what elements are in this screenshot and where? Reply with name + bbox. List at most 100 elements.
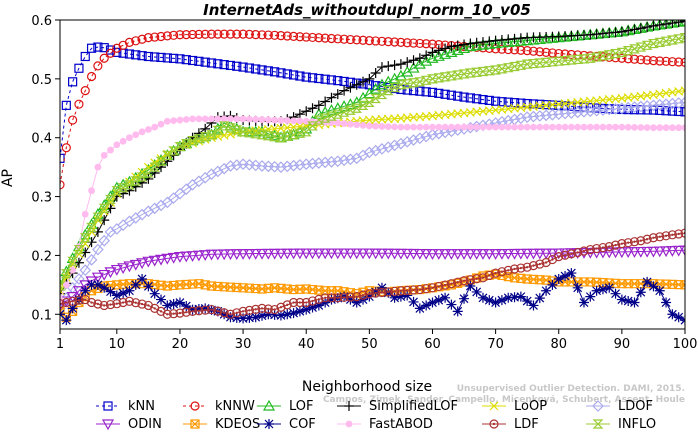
- point-ldf: [301, 297, 311, 308]
- legend-item-simplifiedlof: SimplifiedLOF: [337, 399, 458, 414]
- point-inflo: [439, 72, 451, 82]
- point-cof: [572, 282, 583, 293]
- point-ldf: [288, 297, 299, 308]
- point-knn: [509, 98, 520, 108]
- point-inflo: [161, 150, 173, 160]
- point-cof: [560, 271, 571, 282]
- point-simplifiedlof: [465, 38, 476, 49]
- point-ldf: [93, 299, 103, 309]
- point-ldof: [275, 161, 287, 173]
- legend-label-odin: ODIN: [128, 417, 162, 432]
- point-cof: [143, 281, 154, 292]
- point-knn: [162, 53, 172, 63]
- point-knnw: [288, 31, 299, 41]
- point-fastabod: [479, 123, 487, 131]
- point-ldf: [282, 300, 292, 310]
- point-inflo: [597, 51, 609, 61]
- point-ldf: [137, 299, 147, 309]
- point-knn: [187, 55, 198, 66]
- point-inflo: [641, 40, 653, 50]
- legend-label-simplifiedlof: SimplifiedLOF: [369, 399, 458, 414]
- point-knnw: [333, 34, 343, 44]
- point-inflo: [629, 44, 640, 54]
- point-cof: [376, 282, 387, 293]
- point-odin: [540, 248, 553, 260]
- point-fastabod: [631, 123, 638, 131]
- point-cof: [566, 268, 577, 279]
- point-ldof: [407, 134, 420, 146]
- point-knnw: [162, 31, 172, 41]
- point-odin: [142, 256, 155, 268]
- point-inflo: [673, 34, 685, 44]
- point-cof: [635, 287, 646, 298]
- point-inflo: [250, 129, 262, 139]
- point-simplifiedlof: [130, 181, 141, 192]
- point-ldf: [434, 281, 444, 292]
- point-fastabod: [605, 123, 613, 131]
- point-cof: [130, 279, 141, 290]
- point-simplifiedlof: [635, 23, 646, 34]
- point-lof: [502, 36, 515, 47]
- point-odin: [60, 300, 67, 312]
- point-knn: [276, 68, 286, 78]
- x-tick-label: 40: [298, 337, 315, 352]
- point-knn: [105, 45, 116, 55]
- point-fastabod: [586, 123, 594, 131]
- point-inflo: [401, 79, 413, 89]
- point-knn: [491, 96, 501, 106]
- point-odin: [98, 269, 111, 281]
- point-inflo: [591, 52, 603, 62]
- point-cof: [294, 306, 305, 317]
- point-inflo: [136, 172, 148, 182]
- point-simplifiedlof: [320, 96, 331, 107]
- point-ldof: [306, 157, 319, 170]
- legend-item-fastabod: FastABOD: [337, 417, 433, 432]
- point-inflo: [521, 59, 533, 69]
- point-odin: [243, 249, 256, 260]
- point-odin: [533, 248, 546, 260]
- point-ldf: [446, 279, 457, 289]
- point-simplifiedlof: [149, 168, 160, 179]
- point-fastabod: [302, 117, 310, 125]
- point-fastabod: [511, 123, 518, 131]
- point-cof: [585, 291, 596, 302]
- point-ldf: [453, 277, 463, 287]
- point-odin: [470, 249, 483, 260]
- point-knnw: [339, 34, 349, 44]
- point-cof: [174, 297, 185, 308]
- point-knn: [648, 105, 659, 115]
- point-simplifiedlof: [345, 82, 356, 93]
- point-fastabod: [618, 123, 626, 131]
- point-ldof: [420, 130, 433, 143]
- legend-item-kdeos: KDEOS: [183, 417, 260, 432]
- point-inflo: [528, 58, 539, 69]
- point-cof: [269, 309, 280, 320]
- point-cof: [408, 296, 419, 307]
- point-knn: [446, 90, 457, 100]
- point-odin: [514, 248, 527, 260]
- point-ldof: [666, 97, 679, 110]
- point-ldof: [628, 101, 641, 113]
- point-odin: [237, 249, 250, 260]
- point-ldf: [421, 284, 431, 294]
- legend-marker-lof: [262, 399, 276, 411]
- legend-item-inflo: INFLO: [586, 417, 656, 432]
- point-knn: [667, 106, 677, 116]
- point-odin: [224, 249, 237, 261]
- point-knnw: [68, 115, 78, 125]
- point-fastabod: [504, 123, 512, 131]
- point-odin: [476, 249, 489, 260]
- point-knnw: [421, 39, 431, 49]
- point-ldof: [98, 234, 111, 247]
- point-ldf: [655, 232, 665, 242]
- point-odin: [666, 246, 679, 257]
- point-fastabod: [94, 163, 102, 171]
- point-knn: [74, 63, 84, 73]
- point-inflo: [218, 121, 230, 131]
- point-odin: [300, 248, 313, 260]
- point-cof: [547, 279, 558, 290]
- point-cof: [225, 312, 236, 323]
- point-cof: [345, 294, 356, 305]
- legend-item-loop: LoOP: [482, 399, 547, 414]
- legend-label-kdeos: KDEOS: [215, 417, 260, 432]
